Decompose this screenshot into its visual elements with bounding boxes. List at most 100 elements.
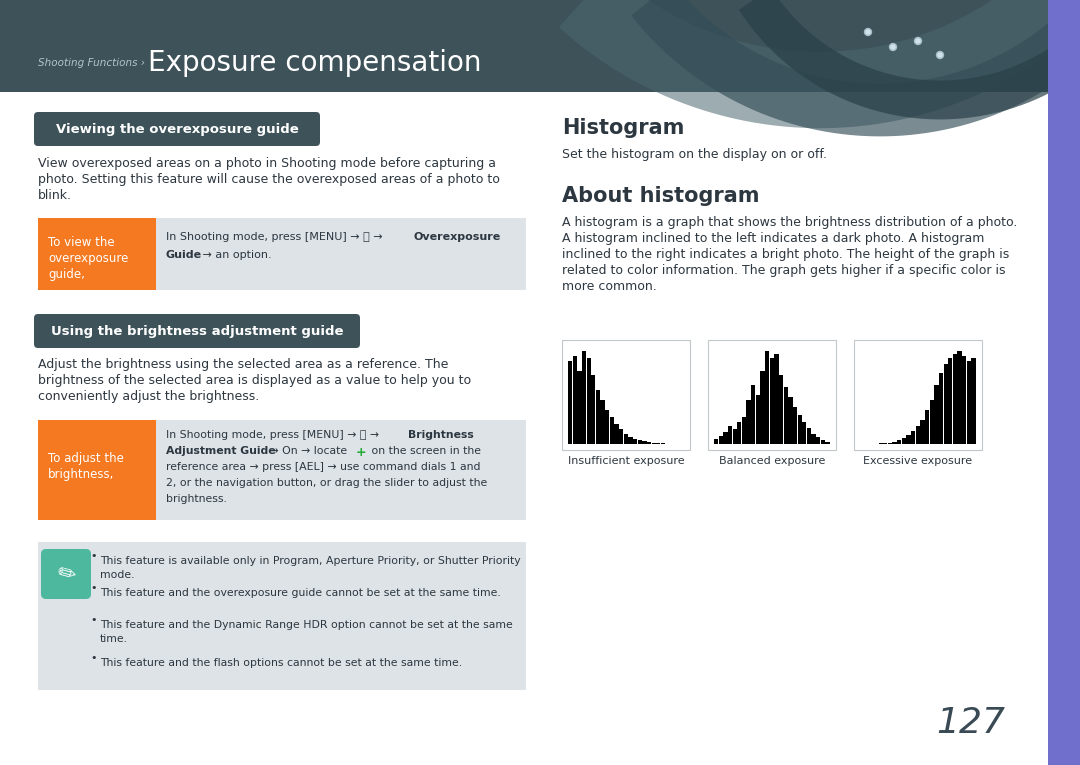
Text: Excessive exposure: Excessive exposure — [863, 456, 973, 466]
Bar — [920, 419, 924, 444]
Text: brightness,: brightness, — [48, 468, 114, 481]
Bar — [38, 218, 156, 290]
Bar — [732, 429, 737, 444]
Text: +: + — [356, 446, 366, 459]
Text: Shooting Functions ›: Shooting Functions › — [38, 58, 145, 68]
Bar — [615, 425, 619, 444]
Bar — [714, 439, 718, 444]
Bar — [760, 370, 765, 444]
Bar — [724, 432, 728, 444]
Bar — [883, 443, 888, 444]
Text: conveniently adjust the brightness.: conveniently adjust the brightness. — [38, 390, 259, 403]
Text: 2, or the navigation button, or drag the slider to adjust the: 2, or the navigation button, or drag the… — [166, 478, 487, 488]
Text: on the screen in the: on the screen in the — [368, 446, 481, 456]
Bar — [751, 386, 755, 444]
Bar — [811, 435, 815, 444]
Bar — [821, 440, 825, 444]
Text: This feature and the Dynamic Range HDR option cannot be set at the same: This feature and the Dynamic Range HDR o… — [100, 620, 513, 630]
Text: This feature and the flash options cannot be set at the same time.: This feature and the flash options canno… — [100, 658, 462, 668]
Bar — [797, 415, 801, 444]
Bar — [596, 390, 600, 444]
Bar — [958, 351, 961, 444]
Text: Using the brightness adjustment guide: Using the brightness adjustment guide — [51, 324, 343, 337]
Text: •: • — [90, 615, 96, 625]
Bar — [562, 340, 690, 450]
Bar — [906, 435, 910, 444]
Text: •: • — [90, 653, 96, 663]
Bar — [774, 354, 779, 444]
Bar — [756, 395, 760, 444]
Text: Viewing the overexposure guide: Viewing the overexposure guide — [56, 122, 298, 135]
Text: ✏: ✏ — [54, 563, 78, 587]
Text: •: • — [90, 583, 96, 593]
Bar — [156, 218, 526, 290]
Text: Overexposure: Overexposure — [413, 232, 500, 242]
Bar — [930, 400, 934, 444]
Bar — [156, 420, 526, 520]
Bar — [0, 92, 1048, 765]
Bar — [944, 363, 948, 444]
Bar — [916, 426, 920, 444]
Circle shape — [890, 44, 896, 50]
Bar — [619, 429, 623, 444]
Circle shape — [891, 45, 895, 49]
Bar — [38, 542, 526, 690]
Bar — [1048, 0, 1080, 765]
Bar — [793, 407, 797, 444]
Bar — [912, 431, 916, 444]
Bar — [948, 358, 953, 444]
Text: About histogram: About histogram — [562, 186, 759, 206]
Bar — [728, 426, 732, 444]
Bar — [746, 400, 751, 444]
Bar — [708, 340, 836, 450]
Bar — [962, 356, 967, 444]
Circle shape — [915, 37, 921, 44]
Text: brightness of the selected area is displayed as a value to help you to: brightness of the selected area is displ… — [38, 374, 471, 387]
Bar — [600, 400, 605, 444]
Text: Adjustment Guide: Adjustment Guide — [166, 446, 275, 456]
Text: → On → locate: → On → locate — [266, 446, 351, 456]
Circle shape — [864, 28, 872, 35]
Text: reference area → press [AEL] → use command dials 1 and: reference area → press [AEL] → use comma… — [166, 462, 481, 472]
Text: To adjust the: To adjust the — [48, 452, 124, 465]
Bar — [578, 370, 581, 444]
Bar — [939, 373, 943, 444]
Bar — [605, 410, 609, 444]
Text: This feature and the overexposure guide cannot be set at the same time.: This feature and the overexposure guide … — [100, 588, 501, 598]
FancyBboxPatch shape — [41, 549, 91, 599]
Bar — [629, 437, 633, 444]
Bar — [633, 439, 637, 444]
Text: Exposure compensation: Exposure compensation — [148, 49, 482, 77]
Text: brightness.: brightness. — [166, 494, 227, 504]
Text: inclined to the right indicates a bright photo. The height of the graph is: inclined to the right indicates a bright… — [562, 248, 1009, 261]
Text: blink.: blink. — [38, 189, 72, 202]
Text: → an option.: → an option. — [199, 250, 272, 260]
Bar — [854, 340, 982, 450]
Text: To view the: To view the — [48, 236, 114, 249]
Bar — [0, 0, 1080, 92]
Text: guide,: guide, — [48, 268, 85, 281]
FancyBboxPatch shape — [33, 112, 320, 146]
Bar — [610, 417, 615, 444]
Circle shape — [939, 53, 942, 57]
Text: This feature is available only in Program, Aperture Priority, or Shutter Priorit: This feature is available only in Progra… — [100, 556, 521, 566]
Bar — [623, 435, 627, 444]
Bar — [38, 420, 156, 520]
Text: related to color information. The graph gets higher if a specific color is: related to color information. The graph … — [562, 264, 1005, 277]
Bar — [953, 354, 957, 444]
Bar — [657, 443, 661, 444]
Text: View overexposed areas on a photo in Shooting mode before capturing a: View overexposed areas on a photo in Sho… — [38, 157, 496, 170]
Bar — [888, 442, 892, 444]
Text: more common.: more common. — [562, 280, 657, 293]
Text: overexposure: overexposure — [48, 252, 129, 265]
Text: A histogram is a graph that shows the brightness distribution of a photo.: A histogram is a graph that shows the br… — [562, 216, 1017, 229]
Bar — [582, 351, 586, 444]
Text: Histogram: Histogram — [562, 118, 685, 138]
Bar — [742, 417, 746, 444]
Bar — [779, 376, 783, 444]
Bar — [971, 358, 975, 444]
Circle shape — [916, 39, 920, 43]
Circle shape — [866, 30, 870, 34]
Bar — [784, 387, 788, 444]
FancyBboxPatch shape — [33, 314, 360, 348]
